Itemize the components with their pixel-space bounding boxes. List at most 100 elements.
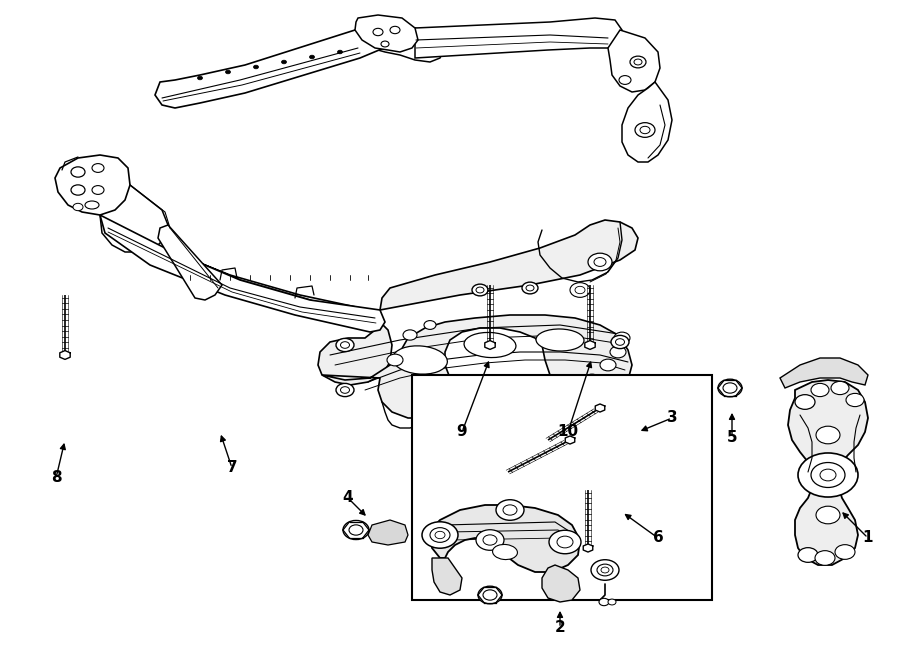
Circle shape	[599, 598, 609, 605]
Text: 1: 1	[863, 531, 873, 545]
Polygon shape	[608, 30, 660, 92]
Circle shape	[71, 185, 85, 195]
Polygon shape	[322, 315, 632, 418]
Circle shape	[846, 393, 864, 407]
Ellipse shape	[536, 329, 584, 351]
Circle shape	[798, 548, 818, 563]
Circle shape	[424, 321, 436, 329]
Polygon shape	[380, 220, 638, 310]
Polygon shape	[350, 28, 445, 62]
Circle shape	[336, 383, 354, 397]
Polygon shape	[55, 155, 130, 215]
Circle shape	[610, 346, 626, 358]
Circle shape	[557, 536, 573, 548]
Polygon shape	[585, 340, 595, 350]
Circle shape	[635, 123, 655, 137]
Polygon shape	[355, 15, 418, 52]
Circle shape	[798, 453, 858, 497]
Text: 9: 9	[456, 424, 467, 440]
Circle shape	[483, 535, 497, 545]
Circle shape	[336, 338, 354, 352]
Polygon shape	[162, 248, 392, 385]
Circle shape	[496, 500, 524, 520]
Circle shape	[816, 426, 840, 444]
Circle shape	[476, 287, 484, 293]
Polygon shape	[158, 225, 222, 300]
Polygon shape	[59, 350, 70, 360]
Circle shape	[616, 338, 625, 345]
Polygon shape	[100, 215, 385, 332]
Polygon shape	[412, 375, 712, 600]
Circle shape	[282, 60, 286, 64]
Circle shape	[340, 387, 349, 393]
Polygon shape	[432, 558, 462, 595]
Circle shape	[588, 253, 612, 271]
Circle shape	[472, 404, 488, 416]
Circle shape	[522, 282, 538, 294]
Circle shape	[549, 530, 581, 554]
Polygon shape	[485, 340, 495, 350]
Circle shape	[600, 359, 616, 371]
Text: 3: 3	[667, 410, 678, 426]
Circle shape	[503, 505, 517, 515]
Circle shape	[811, 383, 829, 397]
Polygon shape	[595, 404, 605, 412]
Circle shape	[601, 567, 609, 573]
Circle shape	[349, 525, 363, 535]
Circle shape	[381, 41, 389, 47]
Circle shape	[435, 531, 445, 539]
Circle shape	[570, 283, 590, 297]
Text: 8: 8	[50, 471, 61, 485]
Circle shape	[476, 529, 504, 550]
Circle shape	[73, 204, 83, 211]
Circle shape	[390, 26, 400, 34]
Text: 2: 2	[554, 621, 565, 635]
Circle shape	[441, 381, 459, 395]
Circle shape	[483, 590, 497, 600]
Circle shape	[343, 520, 369, 539]
Polygon shape	[368, 520, 408, 545]
Circle shape	[831, 381, 849, 395]
Circle shape	[614, 381, 623, 388]
Circle shape	[795, 395, 815, 409]
Circle shape	[197, 76, 202, 80]
Polygon shape	[415, 18, 622, 58]
Circle shape	[310, 55, 314, 59]
Circle shape	[512, 409, 528, 421]
Text: 4: 4	[343, 490, 354, 506]
Circle shape	[597, 564, 613, 576]
Circle shape	[338, 50, 343, 54]
Circle shape	[422, 522, 458, 548]
Circle shape	[609, 378, 627, 391]
Circle shape	[532, 406, 548, 418]
Circle shape	[226, 70, 230, 74]
Circle shape	[472, 284, 488, 296]
Polygon shape	[583, 544, 593, 552]
Circle shape	[584, 374, 600, 386]
Text: 10: 10	[557, 424, 579, 440]
Circle shape	[640, 126, 650, 134]
Circle shape	[575, 286, 585, 293]
Circle shape	[430, 527, 450, 542]
Ellipse shape	[464, 332, 516, 358]
Polygon shape	[542, 565, 580, 602]
Circle shape	[71, 167, 85, 177]
Circle shape	[718, 379, 742, 397]
Circle shape	[634, 59, 642, 65]
Polygon shape	[622, 82, 672, 162]
Ellipse shape	[492, 545, 517, 560]
Circle shape	[403, 330, 417, 340]
Ellipse shape	[392, 346, 447, 374]
Polygon shape	[100, 185, 168, 252]
Circle shape	[526, 285, 534, 291]
Polygon shape	[780, 358, 868, 388]
Text: 6: 6	[652, 531, 663, 545]
Circle shape	[608, 599, 616, 605]
Circle shape	[92, 186, 104, 194]
Circle shape	[478, 586, 502, 603]
Circle shape	[820, 469, 836, 481]
Circle shape	[630, 56, 646, 68]
Circle shape	[835, 545, 855, 559]
Text: 7: 7	[227, 461, 238, 475]
Circle shape	[492, 409, 508, 421]
